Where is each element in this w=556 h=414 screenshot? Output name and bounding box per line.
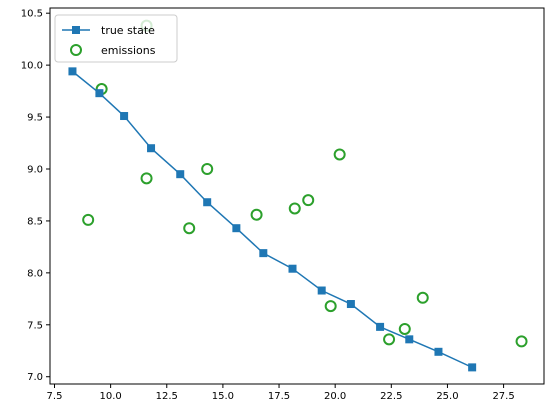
y-tick-label: 8.5	[27, 216, 43, 227]
true-state-point	[147, 144, 156, 153]
y-tick-label: 9.0	[27, 164, 43, 175]
true-state-point	[259, 249, 268, 258]
emission-point	[82, 213, 95, 226]
true-state-point	[376, 322, 385, 331]
emission-point	[250, 208, 263, 221]
y-tick-label: 7.5	[27, 320, 43, 331]
x-tick-label: 20.0	[324, 391, 346, 402]
y-tick-label: 9.5	[27, 113, 43, 124]
emission-point	[324, 300, 337, 313]
emission-point	[288, 202, 301, 215]
x-tick-label: 22.5	[380, 391, 402, 402]
emission-point	[416, 291, 429, 304]
true-state-point	[317, 286, 326, 295]
x-tick-label: 27.5	[492, 391, 514, 402]
plot-frame	[49, 7, 545, 385]
true-state-point	[203, 198, 212, 207]
legend-box	[54, 14, 178, 63]
true-state-point	[68, 67, 77, 76]
legend-emissions-marker	[70, 44, 82, 56]
legend-label-emissions: emissions	[101, 44, 156, 57]
true-state-point	[288, 264, 297, 273]
legend-label-true-state: true state	[101, 24, 155, 37]
emission-point	[201, 162, 214, 175]
true-state-point	[468, 363, 477, 372]
y-tick-label: 8.0	[27, 268, 43, 279]
plot-area	[50, 8, 544, 384]
x-tick-label: 25.0	[436, 391, 458, 402]
emission-point	[398, 322, 411, 335]
true-state-point	[120, 112, 129, 121]
true-state-point	[434, 347, 443, 356]
emission-point	[302, 194, 315, 207]
x-tick-label: 10.0	[99, 391, 121, 402]
y-tick-label: 10.5	[21, 9, 43, 20]
emission-point	[140, 172, 153, 185]
true-state-point	[405, 335, 414, 344]
x-tick-label: 15.0	[212, 391, 234, 402]
emission-point	[333, 148, 346, 161]
emission-point	[183, 222, 196, 235]
emission-point	[515, 335, 528, 348]
true-state-point	[232, 224, 241, 233]
true-state-series	[68, 67, 477, 372]
true-state-point	[176, 170, 185, 179]
emission-point	[383, 333, 396, 346]
legend: true state emissions	[54, 14, 178, 63]
axes: 7.5 10.0 12.5 15.0 17.5 20.0 22.5 25.0 27.5 7.0 7.…	[21, 9, 515, 402]
y-tick-label: 7.0	[27, 372, 43, 383]
x-tick-label: 17.5	[268, 391, 290, 402]
emissions-markers	[82, 19, 528, 348]
y-tick-label: 10.0	[21, 61, 43, 72]
x-tick-label: 7.5	[47, 391, 63, 402]
true-state-point	[95, 89, 104, 98]
true-state-point	[346, 300, 355, 309]
x-tick-label: 12.5	[156, 391, 178, 402]
legend-true-state-marker	[72, 26, 80, 34]
